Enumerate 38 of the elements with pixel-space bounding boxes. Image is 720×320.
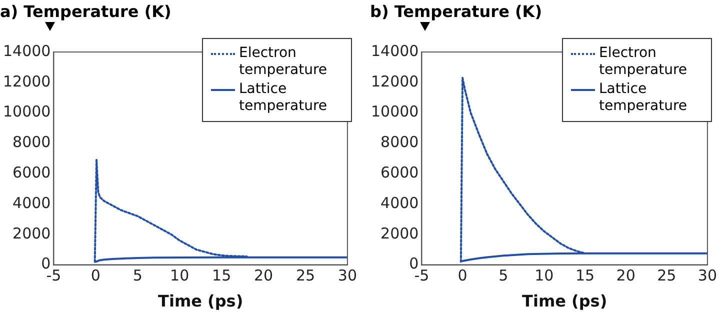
y-tick-label: 12000 <box>371 72 419 90</box>
y-tick-label: 8000 <box>380 133 419 152</box>
y-tick-label: 10000 <box>3 102 51 121</box>
y-tick-label: 12000 <box>3 72 51 90</box>
y-tick-label: 2000 <box>380 224 419 242</box>
x-tick-label: 0 <box>90 266 100 285</box>
y-tick-label: 2000 <box>12 224 51 242</box>
legend-label: Lattice temperature <box>239 81 328 115</box>
y-tick-label: 14000 <box>3 42 51 60</box>
x-tick-label: 20 <box>616 266 636 285</box>
x-tick-label: 5 <box>132 266 142 285</box>
y-tick-label: 14000 <box>371 42 419 60</box>
y-tick-label: 10000 <box>371 102 419 121</box>
y-axis-title: a) Temperature (K) <box>0 2 172 21</box>
y-tick-label: 8000 <box>12 133 51 152</box>
x-tick-label: 10 <box>534 266 554 285</box>
y-axis-title: b) Temperature (K) <box>370 2 542 21</box>
x-axis-title: Time (ps) <box>522 292 608 311</box>
x-tick-label: 30 <box>338 266 358 285</box>
y-tick-label: 4000 <box>12 194 51 212</box>
legend-label: Electron temperature <box>239 45 328 79</box>
y-tick-label: 6000 <box>380 163 419 182</box>
x-tick-label: 30 <box>698 266 718 285</box>
x-tick-label: 10 <box>170 266 190 285</box>
y-tick-label: 6000 <box>12 163 51 182</box>
y-tick-label: 0 <box>41 254 51 273</box>
x-tick-label: 25 <box>296 266 316 285</box>
legend-label: Lattice temperature <box>599 81 688 115</box>
x-tick-label: 20 <box>254 266 274 285</box>
legend-label: Electron temperature <box>599 45 688 79</box>
y-tick-label: 0 <box>409 254 419 273</box>
x-tick-label: 5 <box>498 266 508 285</box>
x-tick-label: 15 <box>212 266 232 285</box>
y-tick-label: 4000 <box>380 194 419 212</box>
x-tick-label: 0 <box>458 266 468 285</box>
x-tick-label: 25 <box>657 266 676 285</box>
x-axis-title: Time (ps) <box>158 292 244 311</box>
x-tick-label: 15 <box>575 266 595 285</box>
